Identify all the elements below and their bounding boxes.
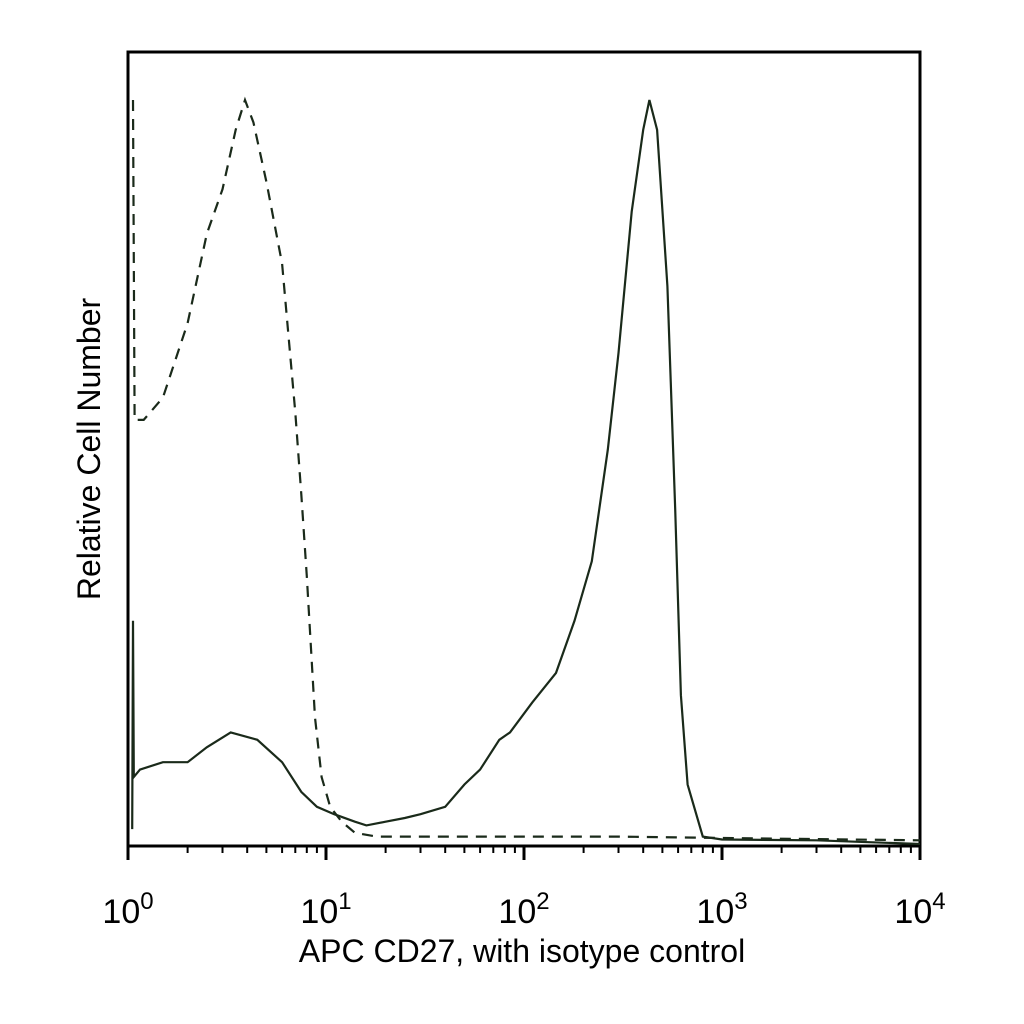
x-tick-label: 104 [894,888,945,931]
y-axis-label: Relative Cell Number [71,297,107,600]
x-tick-label: 100 [102,888,153,931]
x-tick-label: 102 [498,888,549,931]
x-tick-label: 103 [696,888,747,931]
x-axis-tick-labels: 100 101 102 103 104 [102,888,945,931]
x-axis-label: APC CD27, with isotype control [299,933,745,969]
x-axis-ticks [126,845,922,860]
apc-cd27-curve [131,99,921,846]
x-tick-label: 101 [300,888,351,931]
plot-area [126,50,922,848]
plot-frame [126,50,922,848]
